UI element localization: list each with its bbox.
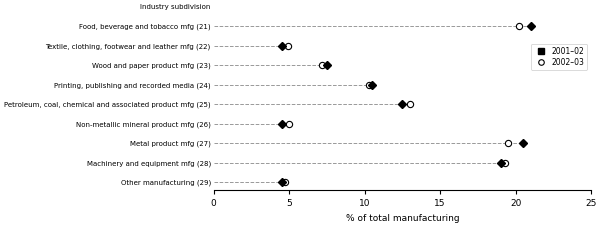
Legend: 2001–02, 2002–03: 2001–02, 2002–03 [531, 44, 587, 70]
X-axis label: % of total manufacturing: % of total manufacturing [346, 214, 459, 223]
